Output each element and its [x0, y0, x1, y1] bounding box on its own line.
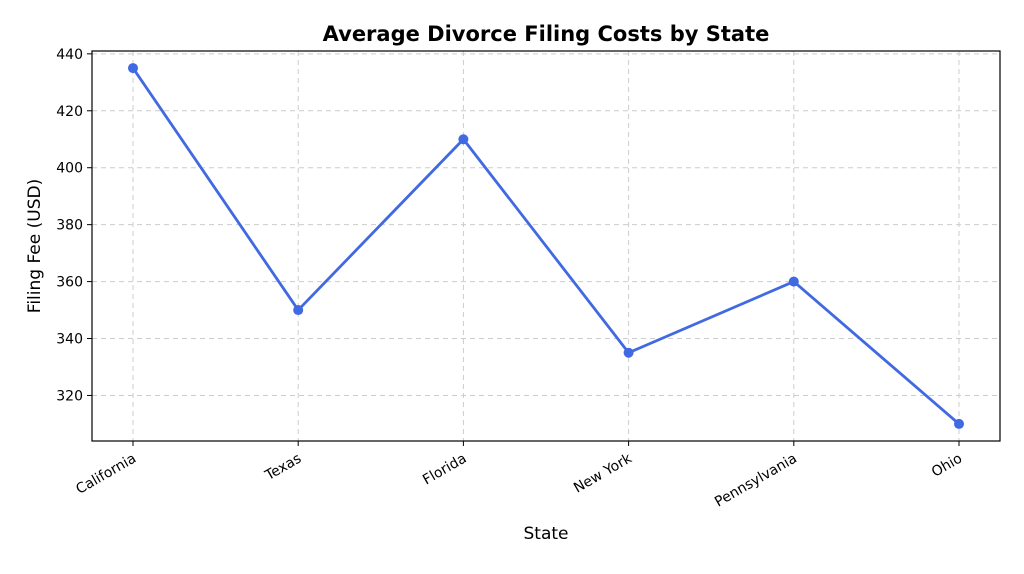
grid-lines	[92, 51, 1000, 441]
y-tick-label: 440	[56, 47, 83, 63]
x-tick-label: California	[73, 451, 139, 498]
axes	[87, 50, 1001, 446]
y-tick-label: 360	[56, 275, 83, 291]
x-tick-label: Florida	[420, 451, 469, 489]
y-axis-label: Filing Fee (USD)	[25, 179, 45, 313]
data-series	[128, 63, 964, 429]
data-point-marker	[128, 63, 138, 74]
x-axis-label: State	[524, 524, 569, 544]
y-tick-label: 320	[56, 388, 83, 404]
data-point-marker	[293, 305, 304, 316]
y-tick-label: 400	[56, 161, 83, 177]
data-point-marker	[458, 134, 469, 145]
x-tick-label: Pennsylvania	[712, 451, 800, 511]
x-tick-label: Texas	[262, 451, 304, 485]
data-point-marker	[788, 276, 799, 287]
data-point-marker	[623, 347, 634, 358]
series-line	[131, 67, 960, 425]
data-point-marker	[954, 418, 964, 429]
y-tick-label: 380	[56, 218, 83, 234]
x-tick-label: New York	[571, 450, 635, 496]
x-tick-label: Ohio	[929, 451, 965, 481]
plot-frame	[91, 50, 1001, 442]
y-tick-label: 420	[56, 104, 83, 120]
y-tick-label: 340	[56, 332, 83, 348]
chart-title: Average Divorce Filing Costs by State	[323, 22, 770, 46]
